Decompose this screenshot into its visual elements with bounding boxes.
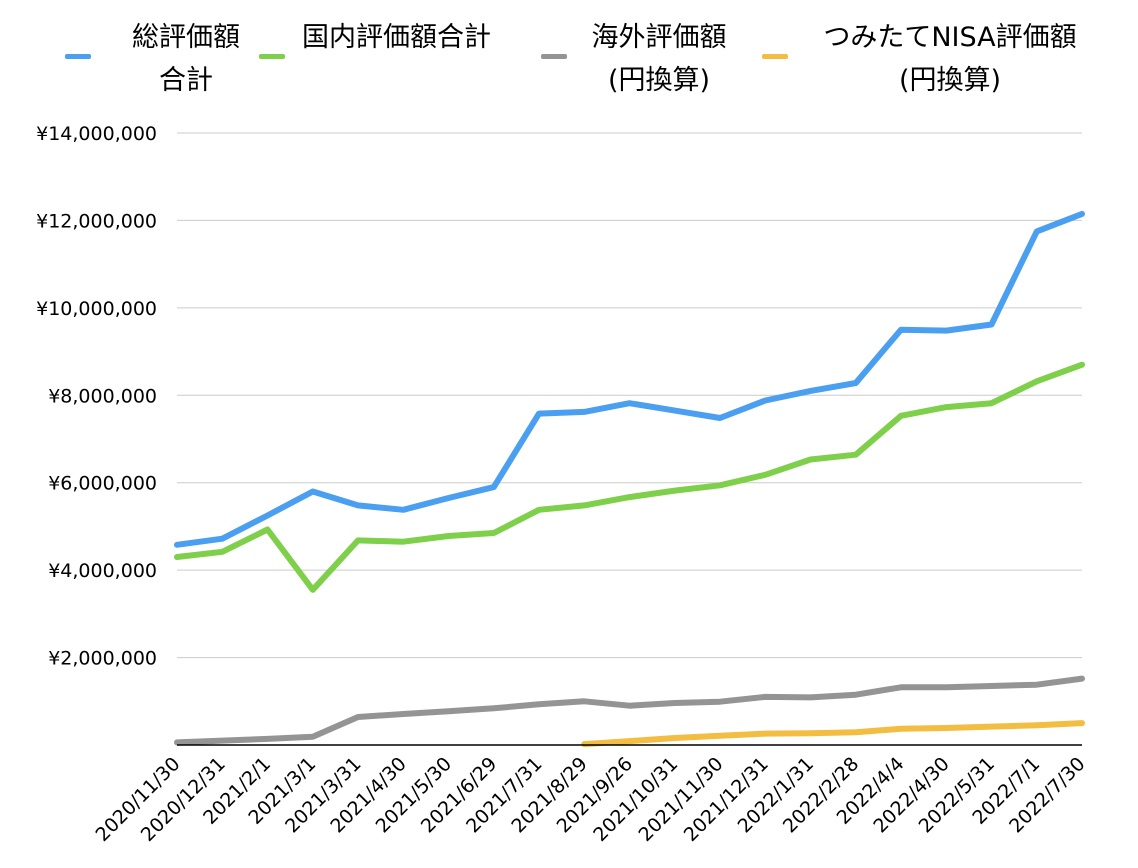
- legend-swatch: [259, 54, 285, 59]
- y-tick-label: ¥8,000,000: [48, 385, 157, 407]
- series-line: [174, 675, 1085, 746]
- x-axis-ticks: 2020/11/302020/12/312021/2/12021/3/12021…: [92, 753, 1090, 846]
- legend-swatch: [65, 54, 91, 59]
- y-tick-label: ¥6,000,000: [48, 473, 157, 495]
- series-lines: [174, 210, 1085, 748]
- series-line: [581, 720, 1085, 748]
- legend-swatch: [762, 54, 788, 59]
- y-axis-ticks: ¥2,000,000 ¥4,000,000 ¥6,000,000 ¥8,000,000…: [36, 123, 157, 670]
- y-tick-label: ¥14,000,000: [36, 123, 157, 145]
- legend-item: 海外評価額 (円換算): [541, 22, 727, 96]
- y-tick-label: ¥12,000,000: [36, 210, 157, 232]
- legend-label: 国内評価額合計: [302, 22, 491, 53]
- legend-label: (円換算): [608, 65, 710, 96]
- legend-item: 国内評価額合計: [259, 22, 491, 59]
- legend-label: 海外評価額: [592, 22, 727, 53]
- series-line: [174, 361, 1085, 593]
- y-tick-label: ¥4,000,000: [48, 560, 157, 582]
- series-line: [174, 210, 1085, 548]
- legend-label: 合計: [159, 65, 213, 96]
- legend-label: (円換算): [899, 65, 1001, 96]
- legend-item: つみたてNISA評価額 (円換算): [762, 22, 1077, 96]
- legend-swatch: [541, 54, 567, 59]
- y-tick-label: ¥10,000,000: [36, 298, 157, 320]
- gridlines: [177, 132, 1082, 659]
- legend-label: つみたてNISA評価額: [823, 22, 1076, 53]
- y-tick-label: ¥2,000,000: [48, 648, 157, 670]
- legend-label: 総評価額: [132, 22, 240, 53]
